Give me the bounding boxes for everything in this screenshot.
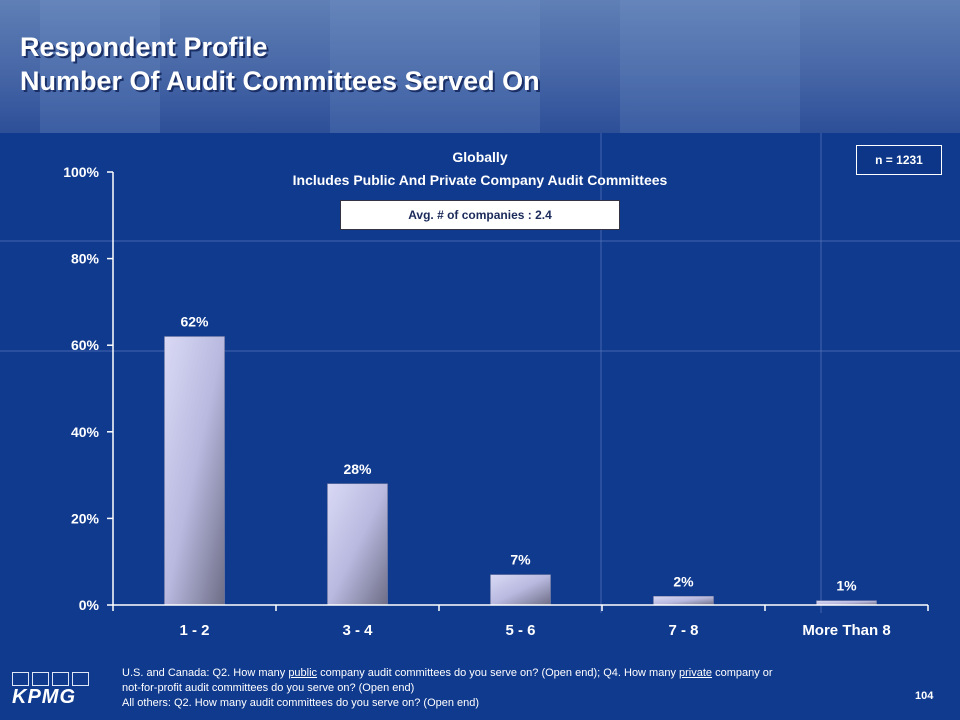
- title-line-1: Respondent Profile: [20, 32, 268, 62]
- data-label: 62%: [180, 314, 209, 330]
- background-window-pane: [330, 0, 540, 133]
- y-tick-label: 60%: [71, 337, 100, 353]
- sample-size-box: n = 1231: [856, 145, 942, 175]
- x-tick-label: 5 - 6: [505, 622, 535, 639]
- data-label: 2%: [673, 573, 694, 589]
- logo-boxes: [12, 672, 89, 686]
- background-line: [600, 133, 602, 613]
- average-box: Avg. # of companies : 2.4: [340, 200, 620, 230]
- background-line: [820, 133, 822, 613]
- footnote-line-1: U.S. and Canada: Q2. How many public com…: [122, 666, 912, 681]
- footnote-emphasis: private: [679, 667, 713, 679]
- bar: [327, 483, 388, 606]
- footnote-text: company or: [712, 667, 773, 679]
- background-line: [0, 350, 960, 352]
- x-tick-label: 3 - 4: [342, 622, 373, 639]
- kpmg-logo: KPMG: [12, 672, 96, 708]
- chart-title: Globally: [452, 149, 508, 165]
- x-tick-label: 7 - 8: [668, 622, 698, 639]
- footnote: U.S. and Canada: Q2. How many public com…: [122, 666, 912, 711]
- background-line: [0, 240, 960, 242]
- page-number: 104: [915, 690, 934, 702]
- bar: [653, 596, 714, 606]
- y-tick-label: 0%: [79, 597, 100, 613]
- background-window-pane: [40, 0, 160, 133]
- footnote-emphasis: public: [288, 667, 318, 679]
- logo-text: KPMG: [12, 686, 76, 708]
- background-window-pane: [620, 0, 800, 133]
- data-label: 1%: [836, 578, 857, 594]
- bar: [164, 336, 225, 606]
- footnote-line-2: not-for-profit audit committees do you s…: [122, 682, 415, 694]
- bar: [490, 574, 551, 606]
- footnote-text: company audit committees do you serve on…: [317, 667, 680, 679]
- title-line-2: Number Of Audit Committees Served On: [20, 66, 540, 96]
- data-label: 7%: [510, 552, 531, 568]
- data-label: 28%: [343, 461, 372, 477]
- chart-subtitle: Includes Public And Private Company Audi…: [292, 172, 668, 188]
- x-tick-label: 1 - 2: [179, 622, 209, 639]
- header-background: [0, 0, 960, 133]
- footnote-line-3: All others: Q2. How many audit committee…: [122, 697, 480, 709]
- x-tick-label: More Than 8: [802, 622, 890, 639]
- bar-chart: 0% 20% 40% 60% 80% 100% 62% 28% 7% 2% 1% 1 - 2 3 -…: [63, 164, 929, 639]
- y-tick-label: 80%: [71, 251, 100, 267]
- y-tick-label: 20%: [71, 510, 100, 526]
- footnote-text: U.S. and Canada: Q2. How many: [122, 667, 289, 679]
- y-tick-label: 100%: [63, 164, 99, 180]
- page-title: Respondent Profile Number Of Audit Commi…: [20, 30, 540, 98]
- y-tick-label: 40%: [71, 424, 100, 440]
